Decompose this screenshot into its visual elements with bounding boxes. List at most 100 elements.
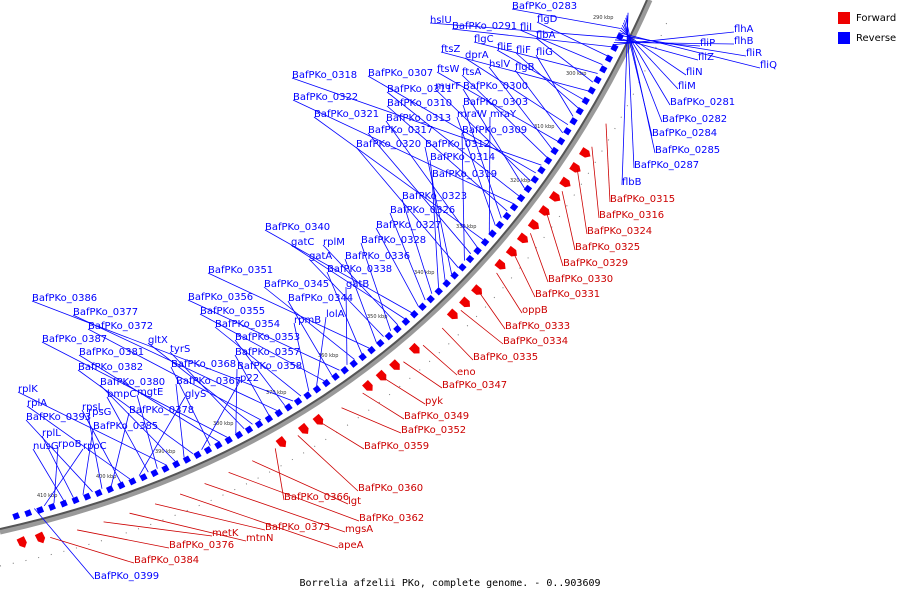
reverse-gene-glyph [117, 481, 126, 490]
gene-label: gatC [291, 237, 314, 248]
reverse-gene-glyph [587, 86, 596, 95]
leader-line [252, 460, 349, 505]
forward-gene-glyph [297, 422, 309, 434]
reverse-gene-glyph [59, 499, 68, 508]
gene-label: rplL [42, 428, 61, 439]
reverse-gene-glyph [530, 175, 539, 184]
gene-label: dprA [465, 50, 489, 61]
leader-line [375, 227, 419, 307]
leader-line [87, 414, 103, 489]
leader-line [154, 503, 266, 531]
leader-line [367, 132, 472, 255]
gene-label: BafPKo_0291 [452, 21, 517, 32]
gene-label: BafPKo_0373 [265, 522, 330, 533]
gene-label: BafPKo_0353 [235, 332, 300, 343]
leader-line [31, 300, 294, 402]
reverse-gene-glyph [94, 489, 103, 498]
gene-label: tyrS [170, 344, 190, 355]
gene-label: BafPKo_0366 [284, 492, 349, 503]
leader-line [535, 37, 594, 83]
gene-label: fliI [520, 22, 532, 33]
leader-line [293, 322, 310, 392]
leader-line [204, 483, 346, 533]
leader-line [290, 244, 405, 320]
gene-label: flhB [734, 36, 754, 47]
leader-line [478, 291, 506, 330]
gene-label: fliQ [760, 60, 777, 71]
leader-line [291, 77, 542, 166]
gene-label: fliP [700, 38, 715, 49]
leader-line [451, 28, 612, 48]
gene-label: BafPKo_0330 [548, 274, 613, 285]
reverse-gene-glyph [224, 435, 233, 445]
gene-label: BafPKo_0311 [387, 84, 452, 95]
leader-line [228, 472, 360, 522]
reverse-gene-glyph [139, 473, 148, 482]
reverse-gene-glyph [550, 146, 559, 156]
forward-gene-glyph [16, 536, 27, 548]
reverse-gene-glyph [509, 202, 519, 212]
reverse-gene-glyph [516, 193, 526, 203]
leader-line [274, 448, 285, 501]
gene-label: rpsG [88, 407, 111, 418]
gene-label: BafPKo_0385 [93, 421, 158, 432]
gene-label: BafPKo_0313 [386, 113, 451, 124]
reverse-gene-glyph [465, 254, 475, 264]
gene-label: BafPKo_0384 [134, 555, 199, 566]
reverse-gene-glyph [473, 246, 482, 255]
gene-label: mraY [490, 109, 517, 120]
leader-line [434, 88, 531, 182]
leader-line [297, 435, 359, 492]
gene-label: mraW [457, 109, 487, 120]
reverse-gene-glyph [331, 372, 340, 381]
reverse-gene-glyph [442, 279, 451, 288]
reverse-gene-glyph [264, 414, 274, 423]
gene-label: BafPKo_0322 [293, 92, 358, 103]
gene-label: flbB [622, 177, 642, 188]
tick-label: 340 kbp [414, 270, 434, 276]
gene-label: rpmB [294, 315, 321, 326]
reverse-gene-glyph [293, 397, 303, 406]
reverse-gene-glyph [105, 485, 114, 494]
reverse-gene-glyph [254, 420, 264, 429]
forward-gene-glyph [389, 359, 400, 370]
gene-label: BafPKo_0282 [662, 114, 727, 125]
tick-label: 310 kbp [534, 124, 554, 130]
forward-gene-glyph [505, 245, 517, 257]
forward-gene-glyph [569, 162, 581, 173]
leader-line [385, 120, 478, 248]
leader-line [561, 191, 576, 251]
forward-gene-glyph [408, 342, 420, 354]
leader-line [234, 354, 270, 416]
gene-label: pyk [425, 396, 443, 407]
leader-line [461, 132, 465, 261]
leader-line [82, 428, 94, 495]
leader-line [187, 299, 340, 371]
reverse-gene-glyph [393, 324, 402, 334]
leader-line [77, 529, 170, 549]
forward-gene-glyph [494, 258, 506, 270]
gene-label: apeA [338, 540, 364, 551]
gene-label: glyS [185, 389, 206, 400]
tick-label: 410 kbp [37, 493, 57, 499]
leader-line [461, 74, 548, 158]
gene-label: fliM [678, 81, 696, 92]
gene-label: nusG [33, 441, 59, 452]
gene-label: gatB [346, 279, 369, 290]
gene-label: bmpC [107, 389, 136, 400]
reverse-gene-glyph [610, 43, 619, 52]
gene-label: BafPKo_0310 [387, 98, 452, 109]
gene-label: flgC [474, 34, 494, 45]
gene-label: BafPKo_0321 [314, 109, 379, 120]
tick-label: 300 kbp [566, 71, 586, 77]
gene-label: lolA [326, 309, 345, 320]
gene-label: BafPKo_0303 [463, 97, 528, 108]
leader-line [576, 169, 588, 235]
genome-backbone [0, 0, 648, 530]
gene-label: BafPKo_0327 [376, 220, 441, 231]
leader-line [136, 394, 158, 469]
gene-label: BafPKo_0320 [356, 139, 421, 150]
leader-line [383, 377, 426, 405]
gene-label: fliE [497, 42, 512, 53]
